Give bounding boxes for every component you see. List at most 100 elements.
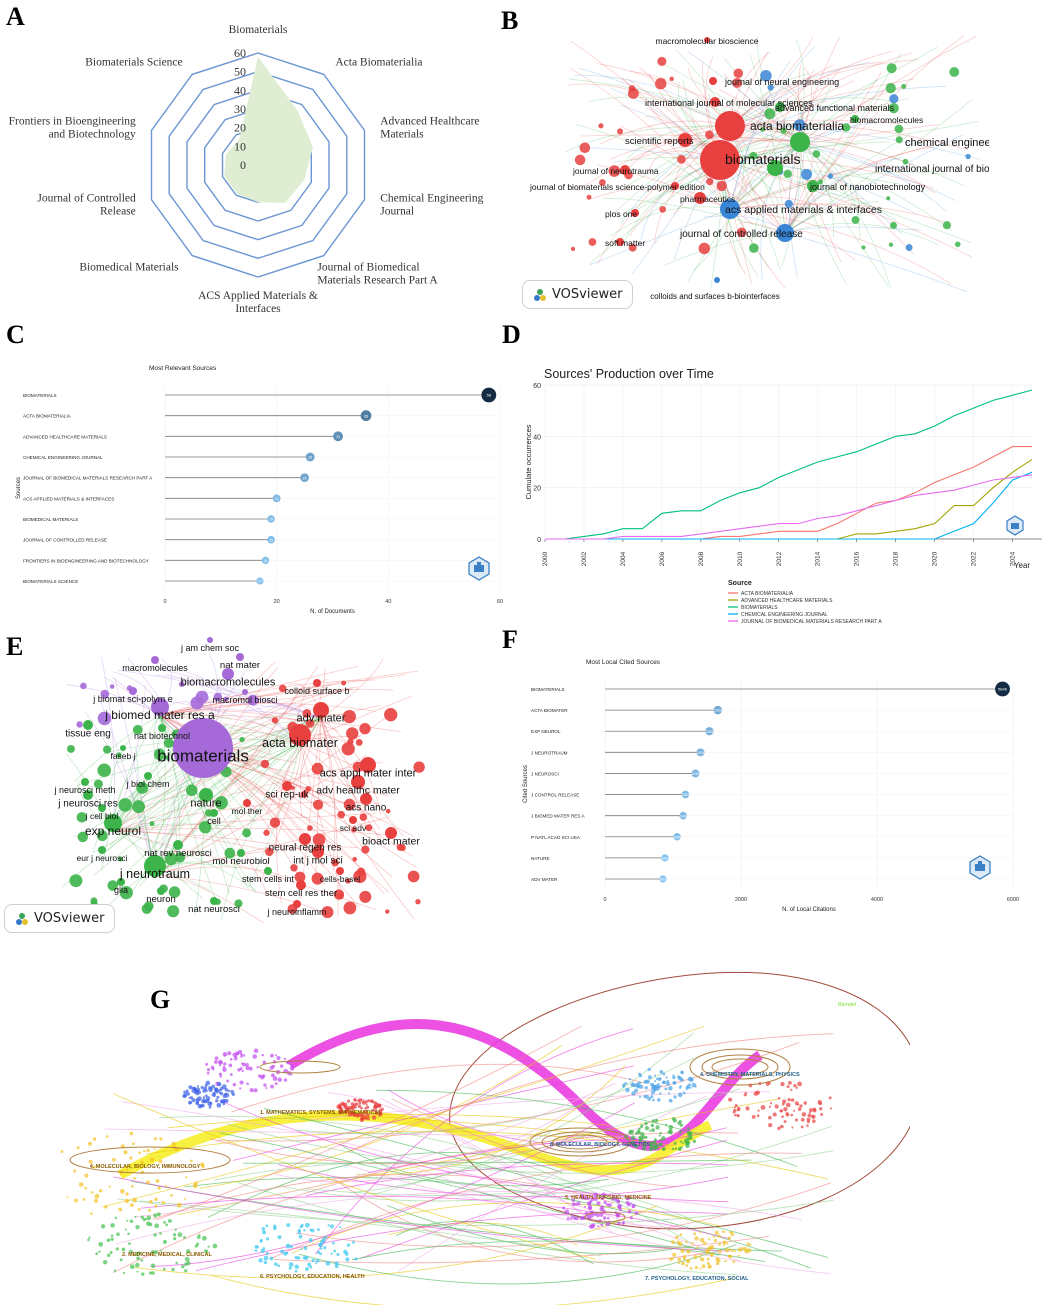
network-e-minor-node (214, 796, 228, 810)
dual-map-point (88, 1236, 91, 1239)
lollipop-y-axis-label: Cited Sources (523, 765, 529, 803)
network-e-minor-node (107, 880, 119, 891)
network-b-minor-node (706, 178, 714, 186)
lollipop-category-label-biomaterials: BIOMATERIALS (23, 393, 57, 398)
dual-map-point (297, 1230, 302, 1235)
network-e-link (154, 873, 264, 924)
dual-map-cluster-ellipse (529, 1127, 631, 1157)
dual-map-point (212, 1243, 218, 1249)
dual-map-point (592, 1196, 595, 1199)
network-e-node-j-biol-chem (144, 772, 152, 780)
dual-map-cluster-label-4-molecular-biology-immunology: 4. MOLECULAR, BIOLOGY, IMMUNOLOGY (90, 1164, 201, 1170)
dual-map-point (677, 1262, 680, 1265)
network-b-minor-node (659, 206, 667, 213)
network-e-node-colloid-surface-b (313, 679, 321, 687)
network-b-minor-node (669, 76, 674, 82)
network-b-link (784, 35, 965, 234)
dual-map-point (593, 1197, 598, 1202)
dual-map-point (709, 1252, 714, 1257)
network-e-node-macromol-biosci (242, 689, 248, 695)
dual-map-point (138, 1151, 141, 1155)
dual-map-point (665, 1123, 668, 1126)
dual-map-point (140, 1259, 144, 1262)
dual-map-point (649, 1129, 652, 1132)
dual-map-point (109, 1251, 113, 1254)
dual-map-point (348, 1110, 352, 1114)
dual-map-point (203, 1086, 208, 1091)
dual-map-point (311, 1258, 315, 1263)
dual-map-point (643, 1140, 647, 1145)
network-b-minor-node (574, 154, 586, 166)
lollipop-dot-journal-of-controlled-release (267, 535, 275, 544)
network-e-label-j-neurotraum: j neurotraum (119, 867, 190, 881)
network-b-link (784, 198, 865, 234)
dual-map-point (639, 1084, 644, 1089)
network-e-link (159, 703, 376, 716)
lollipop-dot-chemical-engineering-journal (305, 452, 315, 462)
dual-map-point (696, 1246, 699, 1249)
dual-map-point (265, 1086, 268, 1090)
network-e-node-biomaterials (173, 718, 233, 778)
network-b-link (596, 63, 801, 143)
dual-map-point (812, 1107, 817, 1112)
network-b-link (719, 141, 890, 161)
dual-map-point (92, 1165, 96, 1169)
dual-map-link (263, 1107, 828, 1258)
dual-map-point (269, 1256, 274, 1261)
dual-map-point (588, 1200, 593, 1204)
network-b-label-acta-biomaterialia: acta biomaterialia (750, 119, 844, 133)
dual-map-point (801, 1112, 807, 1117)
dual-map-point (352, 1103, 357, 1108)
network-e-link (154, 866, 285, 877)
lollipop-value-label: 1183 (682, 793, 689, 797)
radar-tick-label: 60 (234, 46, 246, 60)
radar-tick-label: 0 (240, 158, 246, 172)
dual-map-point (309, 1228, 312, 1232)
dual-map-cluster-ellipse (541, 1131, 619, 1153)
line-y-tick: 20 (533, 486, 541, 493)
line-x-tick-label: 2022 (971, 551, 978, 566)
dual-map-point (631, 1091, 636, 1096)
dual-map-point (254, 1249, 258, 1252)
dual-map-point (113, 1269, 117, 1272)
dual-map-point (195, 1101, 200, 1105)
network-b-minor-node (655, 78, 667, 90)
dual-map-point (685, 1264, 689, 1267)
dual-map-point (172, 1233, 177, 1237)
network-b-label-journal-of-nanobiotechnology: journal of nanobiotechnology (809, 182, 926, 192)
network-e-label-glia: glia (114, 885, 128, 895)
network-b-link (729, 165, 894, 210)
dual-map-trajectory-yellow (117, 1110, 713, 1180)
radar-axis-label-biomedical-materials: Biomedical Materials (79, 261, 179, 273)
network-e-minor-node (290, 864, 298, 872)
line-series-biomaterials (545, 389, 1033, 540)
dual-map-point (659, 1092, 662, 1095)
network-e-label-exp-neurol: exp neurol (85, 824, 141, 838)
network-e-node-nature (199, 788, 213, 802)
dual-map-point (666, 1081, 670, 1086)
dual-map-point (286, 1061, 289, 1064)
network-e-minor-node (80, 682, 87, 690)
dual-map-point (294, 1264, 300, 1270)
network-e-link (248, 742, 301, 888)
network-e-node-tissue-eng (83, 720, 93, 730)
network-e-node-j-neurotraum (144, 855, 166, 877)
network-e-link (150, 666, 322, 719)
dual-map-point (783, 1120, 787, 1124)
network-e-minor-node (384, 708, 398, 722)
network-e-minor-node (359, 890, 372, 903)
dual-map-point (689, 1077, 694, 1082)
vosviewer-label-e: VOSviewer (34, 911, 105, 926)
dual-map-point (288, 1262, 294, 1267)
network-b-link (729, 69, 815, 210)
dual-map-point (671, 1147, 675, 1151)
dual-map-point (260, 1248, 265, 1254)
network-b-link (630, 140, 801, 161)
dual-map-point (566, 1217, 570, 1221)
lollipop-f-svg: Most Local Cited Sources 0 2000 4000 6000 N. … (523, 659, 1019, 913)
network-b-link (578, 67, 731, 127)
dual-map-link (217, 1042, 800, 1142)
dual-map-point (366, 1113, 370, 1117)
dual-map-point (653, 1143, 658, 1148)
network-e-label-adv-healthc-mater: adv healthc mater (316, 785, 400, 797)
